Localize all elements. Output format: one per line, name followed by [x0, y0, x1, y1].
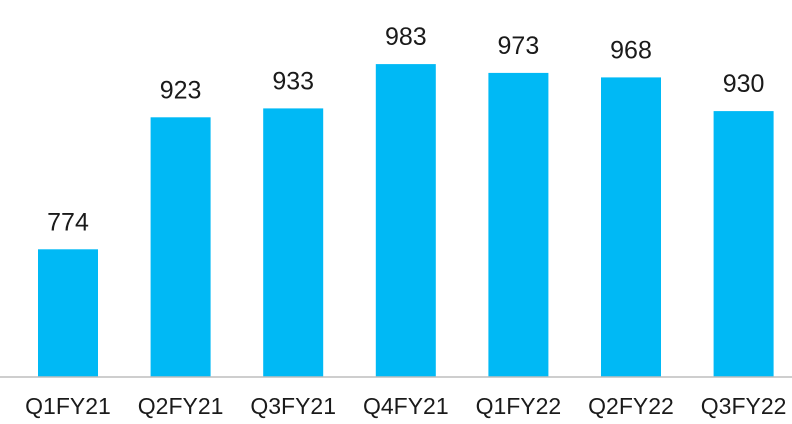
value-label-q4fy21: 983 — [385, 23, 427, 51]
value-label-q3fy22: 930 — [723, 70, 765, 98]
bars-group — [38, 64, 774, 378]
bar-q3fy21 — [263, 108, 324, 378]
bar-q1fy22 — [488, 72, 549, 378]
bar-q2fy22 — [601, 77, 661, 378]
category-label-q1fy22: Q1FY22 — [476, 393, 562, 419]
bar-q3fy22 — [713, 111, 774, 377]
category-label-q3fy21: Q3FY21 — [250, 393, 336, 419]
bar-q2fy21 — [150, 117, 211, 378]
value-labels-group: 774 923 933 983 973 968 930 — [47, 23, 764, 236]
category-label-q1fy21: Q1FY21 — [25, 393, 111, 419]
value-label-q3fy21: 933 — [272, 67, 314, 95]
category-label-q2fy22: Q2FY22 — [588, 393, 674, 419]
value-label-q1fy22: 973 — [498, 32, 540, 60]
category-labels-group: Q1FY21 Q2FY21 Q3FY21 Q4FY21 Q1FY22 Q2FY22 Q3FY… — [25, 393, 786, 419]
value-label-q2fy22: 968 — [610, 36, 652, 64]
value-label-q2fy21: 923 — [160, 76, 202, 104]
category-label-q4fy21: Q4FY21 — [363, 393, 449, 419]
bar-q4fy21 — [375, 64, 436, 377]
value-label-q1fy21: 774 — [47, 208, 89, 236]
bar-q1fy21 — [38, 249, 98, 377]
category-label-q2fy21: Q2FY21 — [138, 393, 224, 419]
category-label-q3fy22: Q3FY22 — [701, 393, 787, 419]
